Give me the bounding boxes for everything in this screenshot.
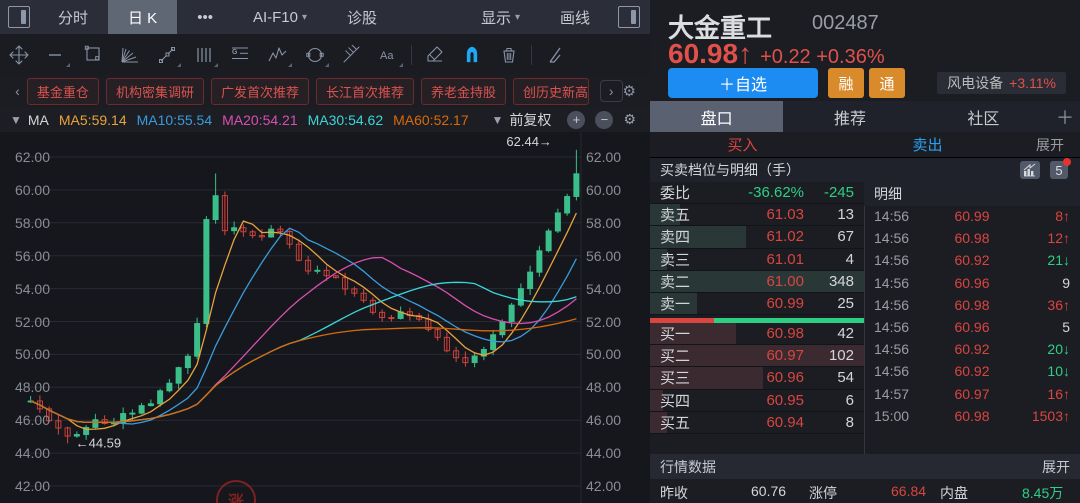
svg-text:Aa: Aa xyxy=(380,50,394,62)
svg-text:G: G xyxy=(232,49,238,56)
svg-text:←44.59: ←44.59 xyxy=(76,435,122,450)
svg-text:62.44→: 62.44→ xyxy=(506,134,552,149)
